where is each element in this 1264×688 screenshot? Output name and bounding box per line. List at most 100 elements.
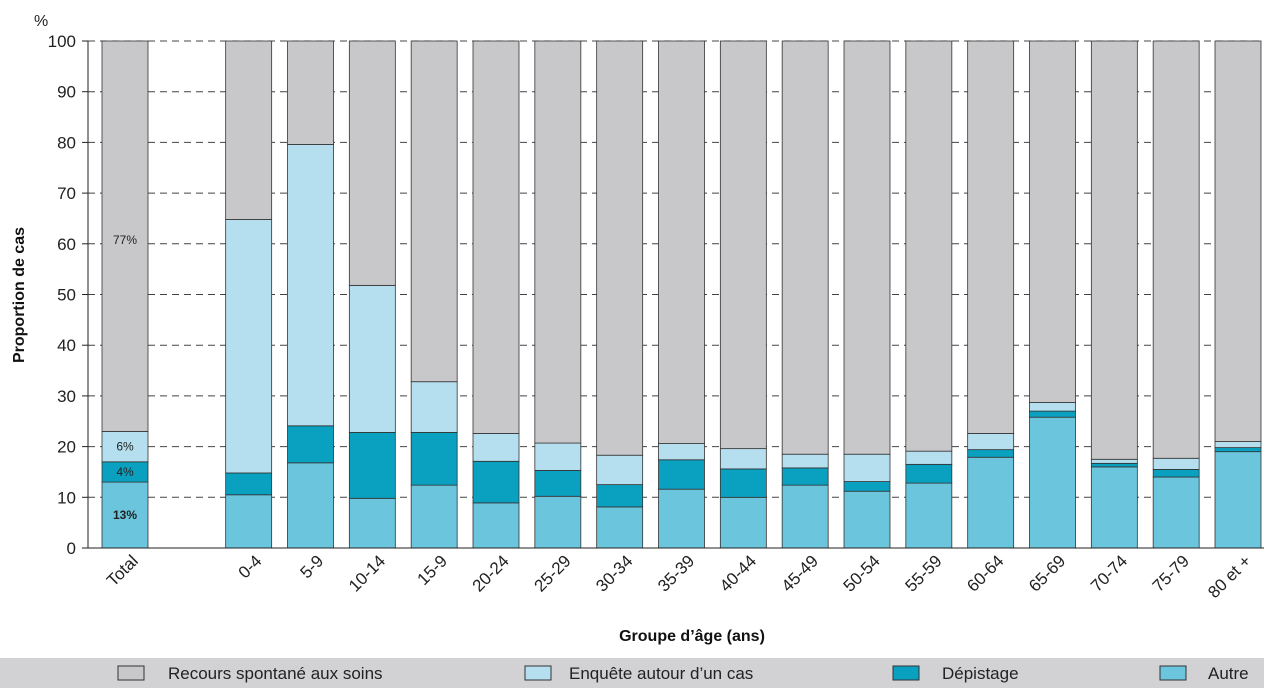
bar-segment bbox=[905, 463, 953, 484]
x-tick-label: 60-64 bbox=[963, 551, 1007, 595]
legend-swatch bbox=[117, 665, 145, 681]
bar-segment bbox=[472, 502, 520, 549]
bar-segment bbox=[534, 495, 582, 549]
bar-segment bbox=[658, 488, 705, 549]
bar-segment bbox=[781, 40, 829, 455]
legend: Recours spontané aux soins Enquête autour… bbox=[0, 658, 1264, 688]
data-labels: 77% 6% 4% 13% bbox=[113, 233, 137, 522]
bar-segment bbox=[1214, 40, 1262, 442]
legend-background bbox=[0, 658, 1264, 688]
data-label: 4% bbox=[116, 465, 134, 479]
bar-segment bbox=[843, 490, 891, 549]
bar-segment bbox=[1029, 416, 1076, 549]
y-tick-label: 90 bbox=[57, 83, 76, 102]
bar-segment bbox=[781, 484, 829, 549]
y-tick-label: 70 bbox=[57, 184, 76, 203]
bar-segment bbox=[967, 456, 1015, 549]
bar-segment bbox=[719, 468, 767, 498]
x-tick-label: Total bbox=[103, 551, 142, 590]
bar-segment bbox=[225, 40, 273, 220]
bar-segment bbox=[225, 494, 273, 549]
x-tick-label: 75-79 bbox=[1149, 551, 1193, 595]
x-tick-label: 80 et + bbox=[1204, 551, 1255, 602]
data-label: 6% bbox=[116, 440, 134, 454]
x-tick-label: 55-59 bbox=[901, 551, 945, 595]
bar-segment bbox=[1090, 40, 1138, 460]
x-tick-label: 45-49 bbox=[778, 551, 822, 595]
y-tick-label: 40 bbox=[57, 336, 76, 355]
x-tick-label: 30-34 bbox=[592, 551, 636, 595]
bar-segment bbox=[843, 453, 891, 482]
legend-label: Recours spontané aux soins bbox=[168, 664, 383, 683]
bar-segment bbox=[596, 40, 644, 456]
bar-segment bbox=[287, 40, 334, 145]
bar-segment bbox=[225, 472, 273, 496]
bar-segment bbox=[410, 432, 458, 486]
bar-segment bbox=[410, 381, 458, 433]
legend-label: Autre bbox=[1208, 664, 1249, 683]
y-tick-label: 50 bbox=[57, 286, 76, 305]
x-tick-label: 70-74 bbox=[1087, 551, 1131, 595]
bar-segment bbox=[967, 433, 1015, 451]
bar-segment bbox=[719, 40, 767, 450]
y-tick-label: 20 bbox=[57, 438, 76, 457]
x-tick-label: 0-4 bbox=[235, 551, 266, 582]
bar-segment bbox=[658, 40, 705, 444]
bar-segment bbox=[967, 40, 1015, 434]
bar-segment bbox=[101, 430, 149, 463]
bar-segment bbox=[101, 40, 149, 432]
x-tick-label: 65-69 bbox=[1025, 551, 1069, 595]
x-axis-title: Groupe d’âge (ans) bbox=[619, 628, 765, 645]
legend-label: Dépistage bbox=[942, 664, 1019, 683]
bar-segment bbox=[658, 459, 705, 490]
legend-label: Enquête autour d’un cas bbox=[569, 664, 753, 683]
bar-segment bbox=[410, 484, 458, 549]
bar-segment bbox=[287, 462, 334, 549]
bar-segment bbox=[1152, 469, 1200, 478]
x-tick-label: 15-9 bbox=[413, 551, 450, 588]
bar-segment bbox=[658, 443, 705, 461]
y-tick-labels: 0 10 20 30 40 50 60 70 80 90 100 bbox=[48, 32, 88, 558]
bar-segment bbox=[1214, 447, 1262, 453]
x-tick-label: 35-39 bbox=[654, 551, 698, 595]
bar-segment bbox=[410, 40, 458, 383]
bar-segment bbox=[781, 453, 829, 469]
bar-segment bbox=[348, 432, 396, 499]
x-tick-label: 50-54 bbox=[840, 551, 884, 595]
y-tick-label: 80 bbox=[57, 133, 76, 152]
bar-segment bbox=[843, 40, 891, 455]
bar-segment bbox=[534, 442, 582, 471]
bar-segment bbox=[348, 40, 396, 286]
bars bbox=[101, 40, 1262, 549]
bar-segment bbox=[596, 454, 644, 486]
bar-segment bbox=[534, 470, 582, 497]
bar-segment bbox=[534, 40, 582, 444]
bar-segment bbox=[719, 448, 767, 470]
x-tick-label: 10-14 bbox=[345, 551, 389, 595]
bar-segment bbox=[1214, 441, 1262, 449]
y-axis-title: Proportion de cas bbox=[11, 227, 28, 363]
y-tick-label: 30 bbox=[57, 387, 76, 406]
bar-segment bbox=[1029, 402, 1076, 412]
legend-swatch bbox=[1159, 665, 1187, 681]
bar-segment bbox=[1152, 40, 1200, 459]
bar-segment bbox=[719, 496, 767, 549]
data-label: 77% bbox=[113, 233, 137, 247]
bar-segment bbox=[472, 40, 520, 434]
data-label: 13% bbox=[113, 508, 137, 522]
bar-segment bbox=[905, 40, 953, 452]
x-tick-label: 20-24 bbox=[469, 551, 513, 595]
bar-segment bbox=[348, 284, 396, 433]
y-tick-label: 10 bbox=[57, 488, 76, 507]
bar-segment bbox=[472, 433, 520, 462]
bar-segment bbox=[1152, 457, 1200, 470]
x-tick-label: 5-9 bbox=[297, 551, 328, 582]
bar-segment bbox=[596, 506, 644, 549]
bar-segment bbox=[1090, 462, 1138, 468]
y-unit-label: % bbox=[34, 13, 48, 30]
bar-segment bbox=[1090, 458, 1138, 464]
x-tick-label: 25-29 bbox=[530, 551, 574, 595]
bar-segment bbox=[348, 497, 396, 549]
x-tick-label: 40-44 bbox=[716, 551, 760, 595]
